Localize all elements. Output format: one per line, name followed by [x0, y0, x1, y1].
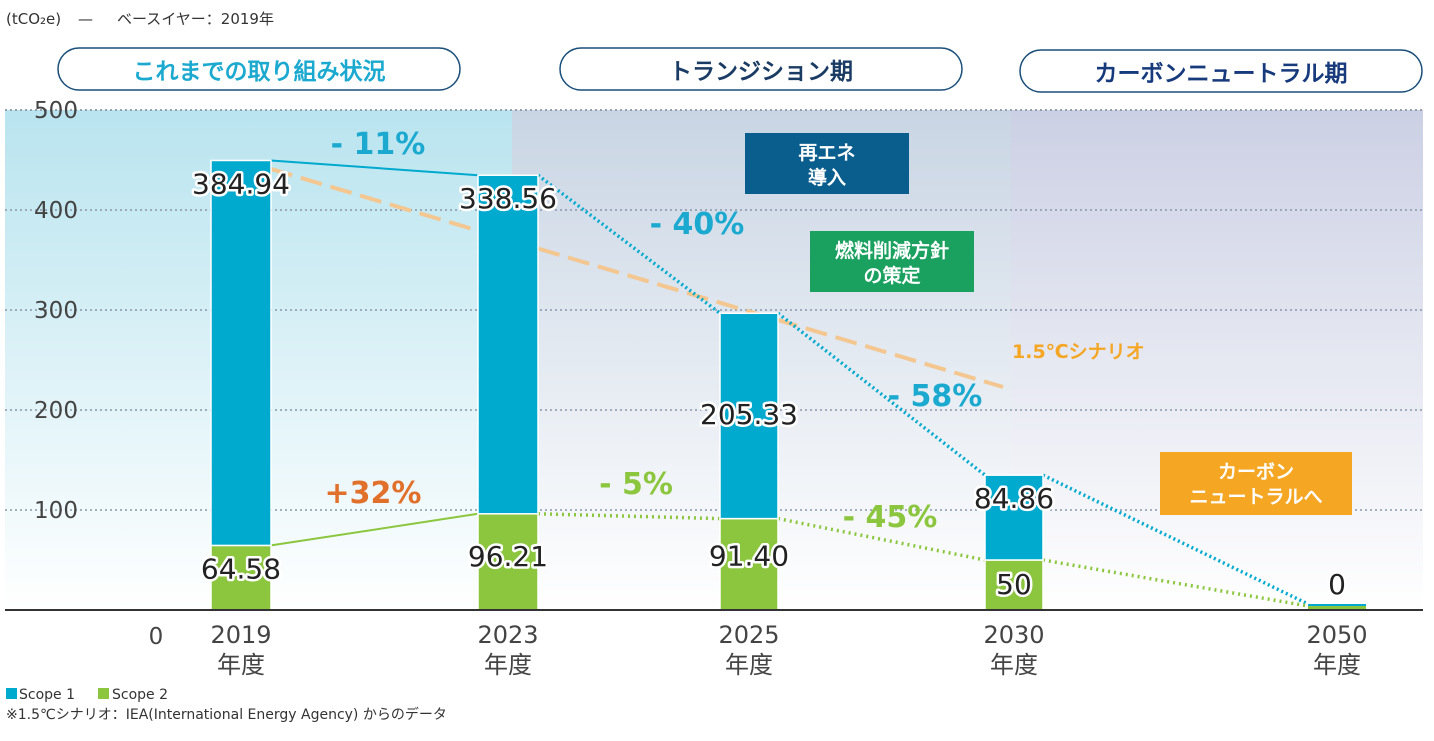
value-label-scope1-2019-halo: 384.94: [192, 167, 290, 200]
bar-scope2-2050-stub: [1308, 606, 1366, 610]
phase-header-past: これまでの取り組み状況: [57, 47, 461, 91]
value-label-scope2-2019-halo: 64.58: [201, 552, 281, 585]
x-label-year-2023: 2023: [477, 621, 538, 649]
x-label-suffix-2023: 年度: [484, 651, 532, 679]
change-total-2025-2030: - 58%: [888, 379, 983, 414]
bar-scope2-2030: [984, 559, 1044, 611]
y-tick-label-400: 400: [34, 198, 78, 224]
change-total-2019-2023: - 11%: [331, 127, 426, 162]
connector-scope2-2019-2023: [270, 512, 479, 547]
value-label-scope1-2030-halo: 84.86: [974, 482, 1054, 515]
x-label-year-2025: 2025: [718, 621, 779, 649]
connector-scope2-2025-2030: [777, 516, 986, 562]
legend-label-scope1: Scope 1: [19, 687, 75, 703]
connector-scope2-2023-2025: [537, 512, 721, 521]
callout-fuel-policy: 燃料削減方針 の策定: [810, 231, 974, 292]
callout-renewable: 再エネ 導入: [745, 133, 909, 194]
x-label-suffix-2025: 年度: [725, 651, 773, 679]
change-scope2-2019-2023: +32%: [325, 476, 422, 511]
bar-scope1-2050-stub: [1308, 604, 1366, 607]
value-label-scope2-2023: 96.21: [468, 540, 548, 573]
connector-total-2019-2023: [270, 159, 479, 177]
x-label-suffix-2050: 年度: [1313, 651, 1361, 679]
legend-label-scope2: Scope 2: [112, 687, 168, 703]
change-scope2-2025-2030: - 45%: [843, 500, 938, 535]
bar-scope1-2030: [984, 474, 1044, 561]
callout-cn-line1: カーボン: [1218, 461, 1294, 483]
value-label-scope1-2050: 0: [1328, 568, 1346, 601]
footnote: ※1.5℃シナリオ：IEA(International Energy Agenc…: [6, 706, 447, 723]
callout-renewable-line1: 再エネ: [798, 142, 855, 164]
phase-bg-carbon-neutral: [1011, 110, 1423, 610]
scenario-label: 1.5℃シナリオ: [1012, 341, 1145, 363]
bar-scope1-2025: [719, 312, 779, 520]
value-label-scope2-2025-halo: 91.40: [709, 540, 789, 573]
value-label-scope2-2023-halo: 96.21: [468, 540, 548, 573]
value-label-scope2-2019: 64.58: [201, 552, 281, 585]
legend-swatch-scope2: [98, 688, 109, 699]
x-label-year-2030: 2030: [983, 621, 1044, 649]
x-label-suffix-2030: 年度: [990, 651, 1038, 679]
callout-fuel-line2: の策定: [863, 264, 920, 287]
value-label-scope1-2030: 84.86: [974, 482, 1054, 515]
scenario-line: [270, 167, 1004, 389]
unit-dash: —: [78, 10, 93, 28]
bar-scope2-2023: [477, 513, 539, 611]
connector-total-2023-2025: [536, 173, 722, 315]
value-labels: 384.94384.9464.5864.58338.56338.5696.219…: [190, 165, 1349, 604]
value-label-scope1-2025: 205.33: [700, 398, 798, 431]
connector-lines: [270, 159, 1309, 608]
y-tick-label-100: 100: [34, 498, 78, 524]
callout-toward-carbon-neutral: カーボン ニュートラルへ: [1160, 452, 1352, 515]
value-label-scope1-2050-halo: 0: [1328, 568, 1346, 601]
phase-label-carbon-neutral: カーボンニュートラル期: [1095, 61, 1348, 87]
y-zero-label: 0: [149, 624, 164, 650]
value-label-scope2-2025: 91.40: [709, 540, 789, 573]
y-tick-label-500: 500: [34, 98, 78, 124]
connector-total-2025-2030: [776, 311, 987, 477]
x-label-suffix-2019: 年度: [217, 651, 265, 679]
unit-label: (tCO₂e): [6, 10, 61, 28]
bar-scope1-2023: [477, 174, 539, 515]
bar-scope2-2025: [719, 517, 779, 611]
y-tick-label-300: 300: [34, 298, 78, 324]
x-label-year-2050: 2050: [1306, 621, 1367, 649]
x-label-year-2019: 2019: [210, 621, 271, 649]
bar-scope2-2019: [210, 544, 272, 611]
base-year-label: ベースイヤー：2019年: [117, 10, 274, 28]
value-label-scope1-2023: 338.56: [459, 182, 557, 215]
phase-label-transition: トランジション期: [669, 59, 853, 85]
y-axis: 0 100 200 300 400 500: [34, 98, 163, 650]
phase-header-transition: トランジション期: [559, 47, 963, 91]
y-tick-label-200: 200: [34, 398, 78, 424]
connector-total-2030-2050: [1042, 473, 1309, 606]
change-total-2023-2025: - 40%: [650, 207, 745, 242]
callout-renewable-line2: 導入: [808, 166, 846, 189]
value-label-scope1-2019: 384.94: [192, 167, 290, 200]
value-label-scope2-2030-halo: 50: [996, 568, 1032, 601]
legend: Scope 1 Scope 2: [6, 687, 168, 703]
phase-header-carbon-neutral: カーボンニュートラル期: [1019, 49, 1423, 93]
legend-swatch-scope1: [6, 688, 17, 699]
value-label-scope1-2023-halo: 338.56: [459, 182, 557, 215]
callout-fuel-line1: 燃料削減方針: [835, 239, 949, 262]
bar-scope1-2019: [210, 159, 272, 547]
value-label-scope1-2025-halo: 205.33: [700, 398, 798, 431]
phase-label-past: これまでの取り組み状況: [133, 58, 386, 85]
scenario-1-5c-line: [270, 167, 1004, 389]
change-scope2-2023-2025: - 5%: [599, 467, 673, 502]
bars: [210, 159, 1366, 611]
callout-cn-line2: ニュートラルへ: [1189, 486, 1322, 508]
value-label-scope2-2030: 50: [996, 568, 1032, 601]
